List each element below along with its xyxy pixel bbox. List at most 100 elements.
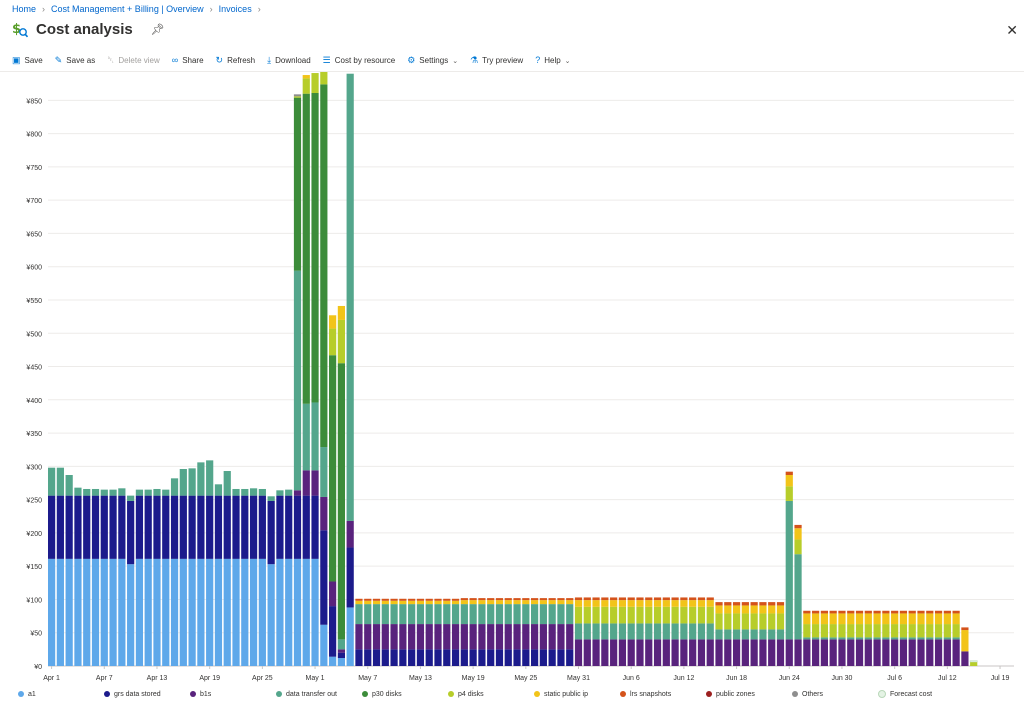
bar-segment-lrs-snapshots — [636, 597, 644, 601]
settings-button[interactable]: ⚙ Settings ⌄ — [407, 56, 458, 66]
bar-segment-data-transfer-out — [952, 637, 960, 640]
bar-segment-b1s — [776, 639, 785, 666]
bar-segment-p4-disks — [750, 613, 758, 630]
bar-segment-grs-data-stored — [267, 500, 275, 565]
bar-segment-data-transfer-out — [443, 604, 451, 625]
breadcrumb-home[interactable]: Home — [12, 4, 37, 14]
bar-segment-b1s — [706, 639, 714, 666]
bar-segment-p4-disks — [618, 606, 627, 624]
legend-item[interactable]: p30 disks — [362, 690, 448, 698]
refresh-button[interactable]: ↻ Refresh — [216, 56, 256, 66]
bar-segment-a1 — [223, 558, 231, 666]
bar-segment-data-transfer-out — [337, 639, 345, 650]
bar-segment-p30-disks — [329, 355, 337, 582]
share-button[interactable]: ∞ Share — [172, 56, 204, 66]
legend-item[interactable]: grs data stored — [104, 690, 190, 698]
bar-segment-data-transfer-out — [223, 471, 231, 496]
bar-segment-a1 — [276, 558, 284, 666]
help-button[interactable]: ? Help ⌄ — [535, 56, 570, 66]
bar-segment-lrs-snapshots — [785, 471, 793, 475]
y-tick-label: ¥450 — [26, 365, 42, 372]
legend-item[interactable]: lrs snapshots — [620, 690, 706, 698]
bar-segment-grs-data-stored — [135, 495, 144, 559]
bar-segment-static-public-ip — [715, 605, 723, 614]
bar-segment-p30-disks — [311, 93, 319, 403]
legend-item[interactable]: p4 disks — [448, 690, 534, 698]
bar-segment-static-public-ip — [416, 600, 425, 605]
bar-segment-grs-data-stored — [443, 649, 451, 666]
bar-segment-static-public-ip — [460, 600, 468, 605]
bar-segment-static-public-ip — [539, 600, 547, 605]
bar-segment-p4-disks — [741, 613, 749, 630]
bar-segment-a1 — [197, 558, 205, 666]
pin-icon[interactable]: 📌︎ — [150, 23, 165, 36]
legend-item[interactable]: public zones — [706, 690, 792, 698]
toolbar-divider — [0, 71, 1024, 72]
cost-by-resource-button[interactable]: ☰ Cost by resource — [323, 56, 396, 66]
bar-segment-b1s — [293, 490, 302, 496]
bar-segment-data-transfer-out — [188, 468, 196, 496]
bar-segment-grs-data-stored — [118, 495, 126, 559]
legend-item[interactable]: a1 — [18, 690, 104, 698]
bar-segment-lrs-snapshots — [425, 598, 433, 601]
bar-segment-a1 — [91, 558, 100, 666]
try-preview-button[interactable]: ⚗ Try preview — [470, 55, 523, 66]
bar-segment-data-transfer-out — [618, 623, 627, 640]
legend-swatch — [362, 691, 368, 697]
bar-segment-lrs-snapshots — [653, 597, 662, 601]
close-icon[interactable]: ✕ — [1006, 22, 1018, 38]
bar-segment-grs-data-stored — [100, 495, 108, 559]
legend-item[interactable]: b1s — [190, 690, 276, 698]
bar-segment-static-public-ip — [741, 605, 749, 614]
bar-segment-static-public-ip — [803, 613, 811, 625]
bar-segment-data-transfer-out — [522, 604, 530, 625]
save-as-button[interactable]: ✎ Save as — [55, 56, 95, 66]
bar-segment-b1s — [372, 624, 381, 650]
bar-segment-grs-data-stored — [346, 547, 354, 608]
legend-item[interactable]: Others — [792, 690, 878, 698]
bar-segment-lrs-snapshots — [689, 597, 697, 601]
bar-segment-lrs-snapshots — [662, 597, 670, 601]
bar-segment-p4-disks — [601, 606, 609, 624]
bar-segment-static-public-ip — [495, 600, 504, 605]
x-tick-label: May 19 — [462, 675, 485, 682]
legend-item[interactable]: data transfer out — [276, 690, 362, 698]
bar-segment-p4-disks — [592, 606, 600, 624]
bar-segment-p4-disks — [697, 606, 706, 624]
bar-segment-p4-disks — [847, 624, 855, 638]
bar-segment-static-public-ip — [934, 613, 943, 625]
help-label: Help — [544, 56, 561, 65]
legend-swatch — [448, 691, 454, 697]
bar-segment-lrs-snapshots — [934, 610, 943, 614]
delete-view-label: Delete view — [118, 56, 160, 65]
legend-label: p4 disks — [458, 690, 484, 698]
bar-segment-p30-disks — [320, 84, 328, 448]
bar-segment-static-public-ip — [408, 600, 416, 605]
bar-segment-data-transfer-out — [776, 629, 785, 640]
bar-segment-grs-data-stored — [144, 495, 152, 559]
bar-segment-lrs-snapshots — [873, 610, 881, 614]
bar-segment-b1s — [662, 639, 670, 666]
bar-segment-lrs-snapshots — [926, 610, 934, 614]
bar-segment-static-public-ip — [785, 475, 793, 487]
delete-view-button[interactable]: ␡ Delete view — [107, 56, 160, 66]
y-tick-label: ¥400 — [26, 398, 42, 405]
bar-segment-data-transfer-out — [741, 629, 749, 640]
bar-segment-p4-disks — [583, 606, 591, 624]
bar-segment-b1s — [513, 624, 521, 650]
bar-segment-data-transfer-out — [803, 637, 811, 640]
download-button[interactable]: ⤓ Download — [267, 56, 311, 66]
legend-item[interactable]: static public ip — [534, 690, 620, 698]
bar-segment-lrs-snapshots — [750, 602, 758, 606]
breadcrumb-cost-management[interactable]: Cost Management + Billing | Overview — [51, 4, 204, 14]
legend-swatch — [276, 691, 282, 697]
flask-icon: ⚗ — [470, 55, 479, 65]
save-button[interactable]: ▣ Save — [12, 56, 43, 66]
breadcrumb-invoices[interactable]: Invoices — [218, 4, 252, 14]
y-tick-label: ¥500 — [26, 331, 42, 338]
bar-segment-grs-data-stored — [364, 649, 372, 666]
bar-segment-data-transfer-out — [574, 623, 583, 640]
bar-segment-b1s — [390, 624, 398, 650]
legend-item[interactable]: Forecast cost — [878, 690, 964, 698]
bar-segment-a1 — [320, 624, 328, 666]
